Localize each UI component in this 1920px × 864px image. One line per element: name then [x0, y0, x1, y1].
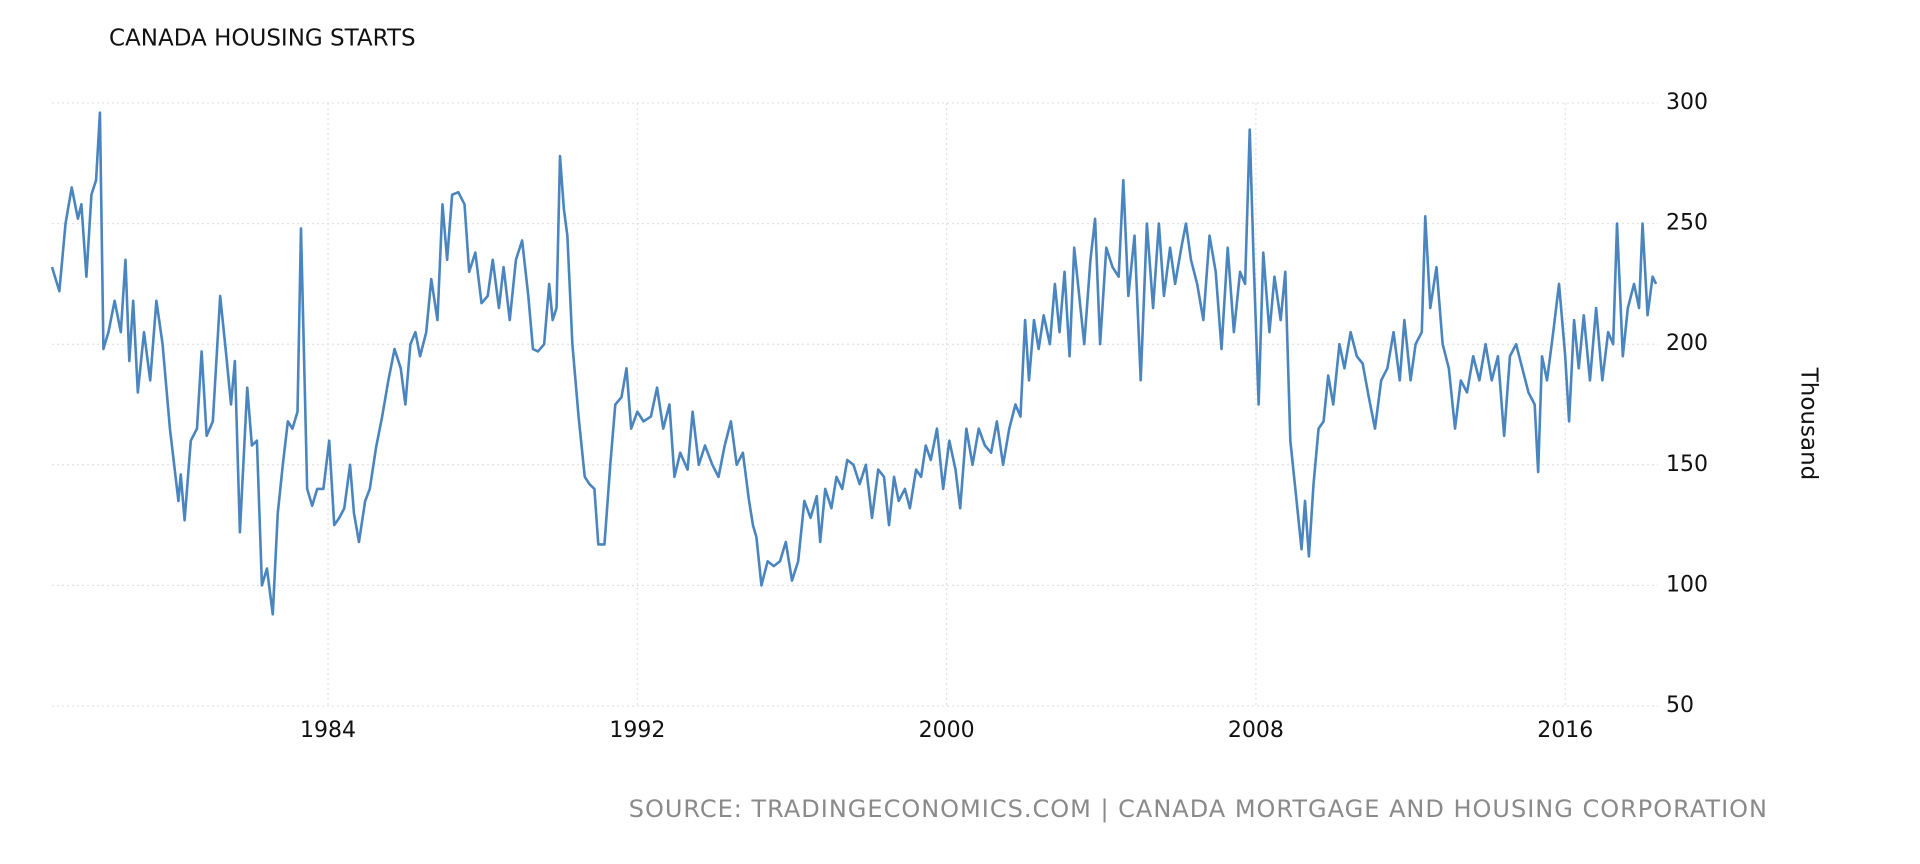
x-tick-label: 1984 — [300, 718, 356, 743]
y-tick-label: 50 — [1666, 693, 1694, 718]
x-tick-label: 1992 — [609, 718, 665, 743]
source-note: SOURCE: TRADINGECONOMICS.COM | CANADA MO… — [629, 795, 1768, 823]
x-tick-label: 2016 — [1537, 718, 1593, 743]
x-tick-label: 2008 — [1228, 718, 1284, 743]
y-tick-label: 100 — [1666, 572, 1708, 597]
y-tick-label: 300 — [1666, 90, 1708, 115]
chart-title: CANADA HOUSING STARTS — [109, 26, 416, 52]
data-line — [50, 111, 1658, 616]
x-tick-label: 2000 — [919, 718, 975, 743]
y-axis-label: Thousand — [1796, 367, 1822, 481]
y-tick-label: 250 — [1666, 211, 1708, 236]
y-tick-label: 150 — [1666, 452, 1708, 477]
y-tick-label: 200 — [1666, 331, 1708, 356]
